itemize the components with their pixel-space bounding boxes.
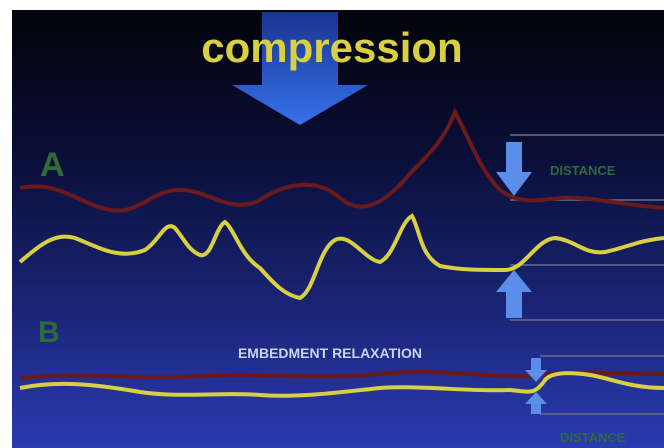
- annotation: DISTANCE: [550, 163, 616, 178]
- guide-lines: [540, 355, 664, 415]
- wave-red: [19, 107, 664, 213]
- caption: EMBEDMENT RELAXATION: [238, 345, 422, 361]
- panel-label: A: [40, 146, 65, 184]
- arrow-down: [525, 358, 547, 382]
- arrow-up: [496, 270, 532, 318]
- wave-yellow: [18, 213, 664, 301]
- panel-label: B: [38, 316, 60, 349]
- arrow-down: [496, 142, 532, 196]
- annotation: DISTANCE: [560, 430, 626, 445]
- wave-yellow: [19, 371, 664, 398]
- compression-arrow: [232, 12, 368, 125]
- arrow-up: [525, 392, 547, 414]
- title: compression: [201, 24, 462, 71]
